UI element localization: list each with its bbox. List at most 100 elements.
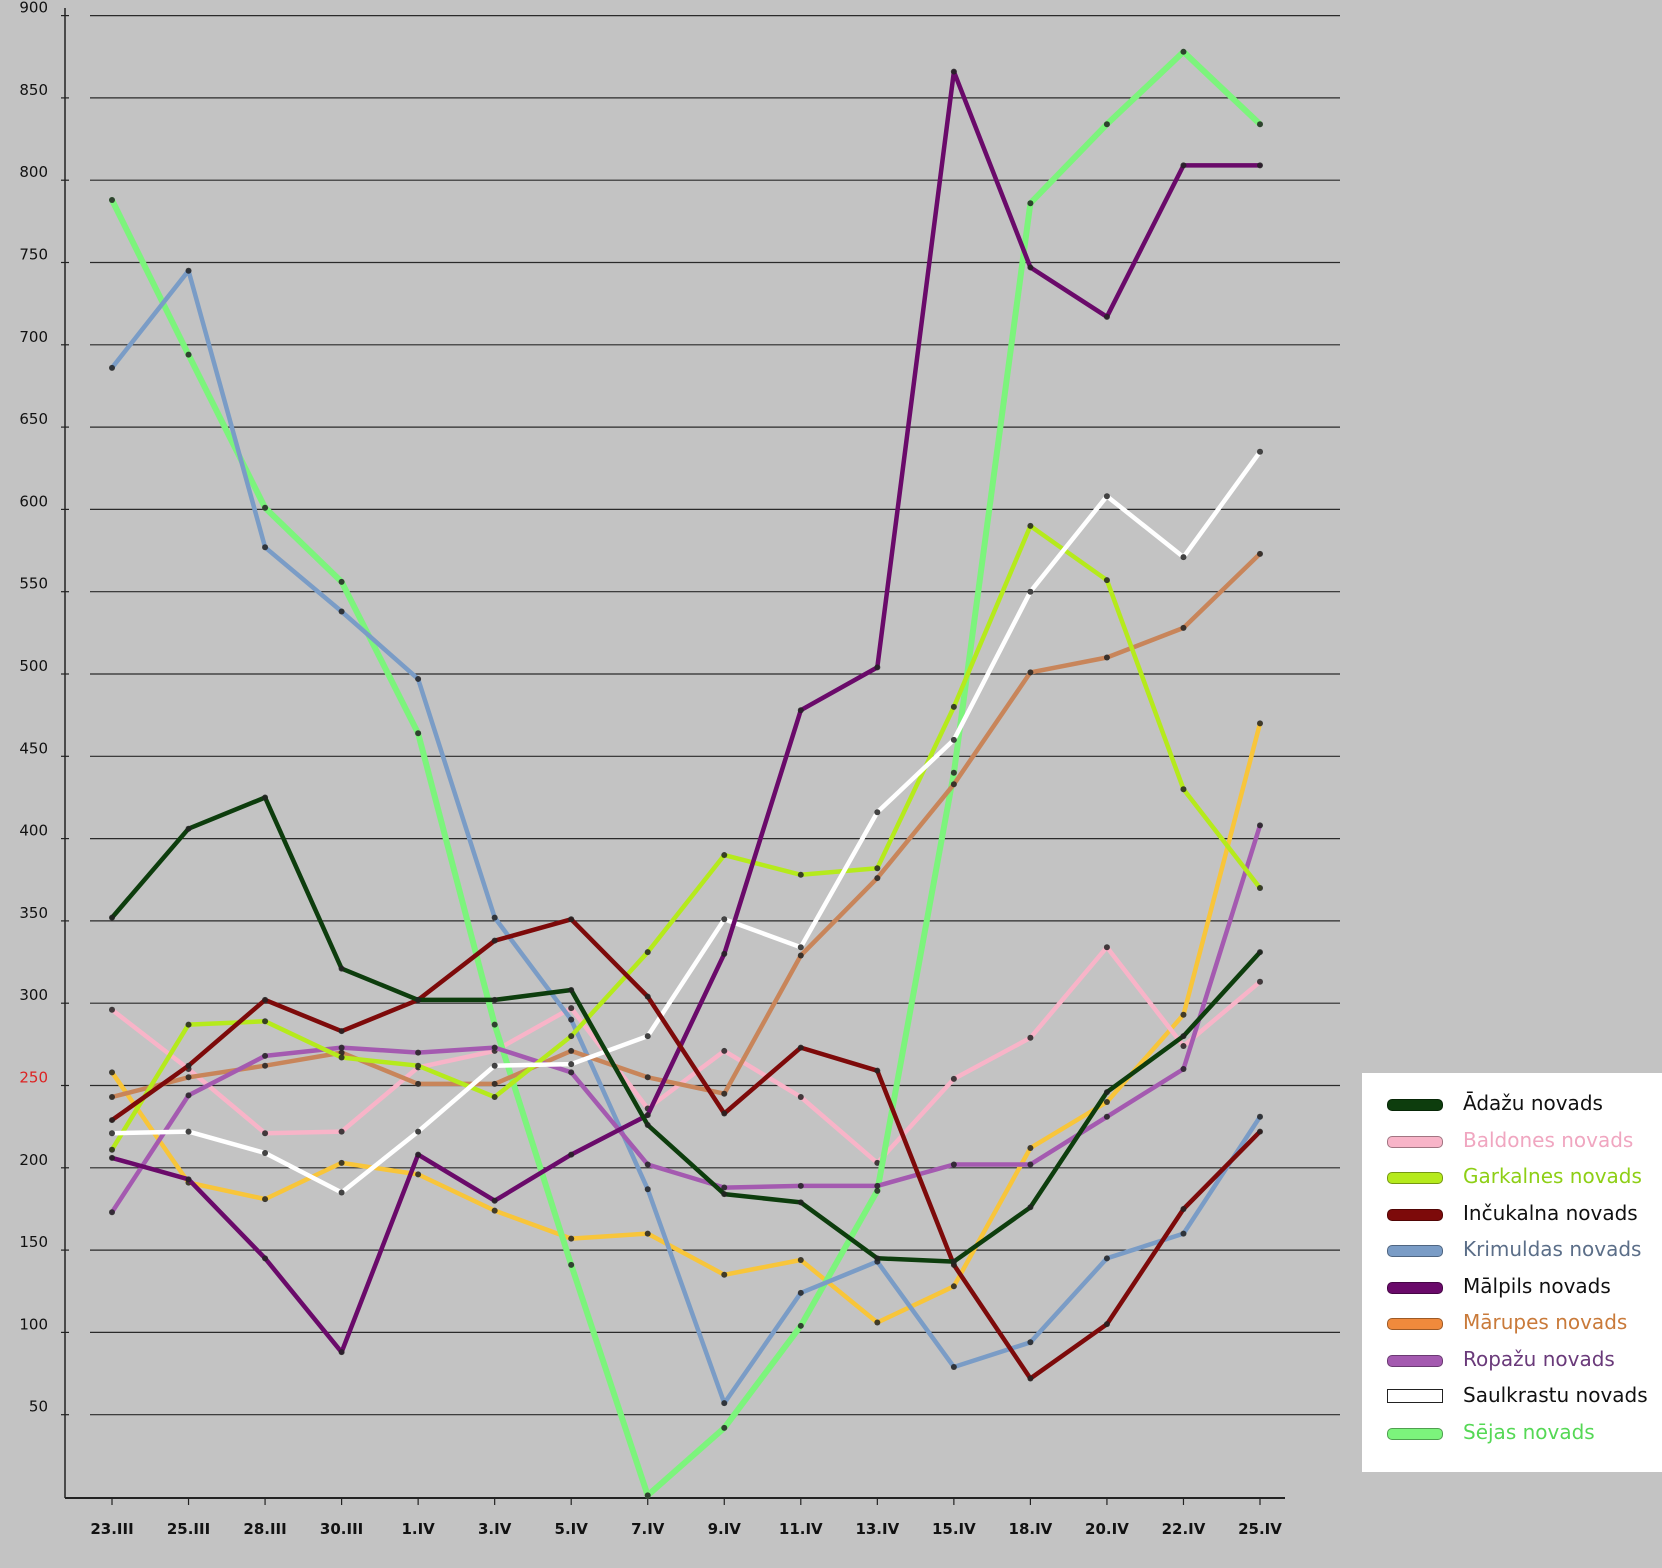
data-point: [721, 1090, 728, 1097]
data-point: [109, 196, 115, 203]
data-point: [109, 1117, 115, 1124]
x-tick-label: 15.IV: [932, 1520, 976, 1538]
data-point: [262, 1255, 269, 1262]
data-point: [262, 794, 269, 801]
data-point: [109, 1006, 115, 1013]
data-point: [644, 1122, 651, 1129]
data-point: [644, 1161, 651, 1168]
data-point: [568, 1033, 575, 1040]
data-point: [1257, 121, 1263, 128]
series-line: [109, 721, 1263, 1325]
data-point: [1027, 1145, 1034, 1152]
x-tick-label: 1.IV: [401, 1520, 435, 1538]
x-tick-label: 13.IV: [855, 1520, 899, 1538]
legend-label: Baldones novads: [1463, 1127, 1634, 1152]
data-point: [1027, 588, 1034, 595]
legend-label: Mārupes novads: [1463, 1310, 1628, 1334]
data-point: [262, 996, 269, 1003]
data-point: [491, 1094, 498, 1101]
data-point: [797, 1256, 804, 1263]
data-point: [338, 1159, 345, 1166]
series-4: [109, 267, 1263, 1407]
series-9: [109, 48, 1263, 1499]
data-point: [1180, 1230, 1187, 1237]
data-point: [1257, 162, 1263, 169]
data-point: [1103, 493, 1110, 500]
x-tick-label: 30.III: [320, 1520, 363, 1538]
legend-swatch: [1387, 1208, 1443, 1221]
data-point: [721, 1110, 728, 1117]
data-point: [1257, 1113, 1263, 1120]
legend-label: Ādažu novads: [1463, 1091, 1603, 1115]
y-tick-label: 900: [19, 0, 48, 17]
series-line: [109, 449, 1263, 1195]
data-point: [1027, 1034, 1034, 1041]
y-tick-label: 100: [19, 1315, 48, 1333]
x-tick-label: 23.III: [90, 1520, 133, 1538]
y-tick-label: 550: [19, 575, 48, 593]
data-point: [568, 1061, 575, 1068]
data-point: [950, 736, 957, 743]
data-point: [797, 707, 804, 714]
data-point: [262, 1018, 269, 1025]
data-point: [1027, 1339, 1034, 1346]
data-point: [109, 1154, 115, 1161]
legend-label: Inčukalna novads: [1463, 1200, 1638, 1225]
data-point: [109, 1130, 115, 1137]
legend-swatch: [1387, 1318, 1443, 1330]
data-point: [338, 1189, 345, 1196]
data-point: [415, 675, 422, 682]
data-point: [797, 871, 804, 878]
data-point: [797, 1199, 804, 1206]
x-tick-label: 11.IV: [779, 1520, 823, 1538]
data-point: [109, 1094, 115, 1101]
data-point: [1103, 1255, 1110, 1262]
data-point: [415, 1171, 422, 1178]
data-point: [797, 952, 804, 959]
data-point: [950, 769, 957, 776]
data-point: [415, 730, 422, 737]
y-tick-label: 800: [19, 163, 48, 181]
data-point: [721, 1271, 728, 1278]
data-point: [950, 1258, 957, 1265]
data-point: [262, 1149, 269, 1156]
y-tick-label: 200: [19, 1151, 48, 1169]
data-point: [491, 1021, 498, 1028]
data-point: [1027, 669, 1034, 676]
y-tick-label: 850: [19, 81, 48, 99]
series-0: [109, 794, 1263, 1265]
data-point: [721, 1400, 728, 1407]
data-point: [874, 1319, 881, 1326]
data-point: [644, 949, 651, 956]
data-point: [109, 1069, 115, 1076]
legend-swatch: [1387, 1354, 1443, 1367]
series-10: [109, 720, 1263, 1326]
data-point: [491, 914, 498, 921]
data-point: [644, 993, 651, 1000]
data-point: [568, 916, 575, 923]
y-tick-label: 500: [19, 657, 48, 675]
data-point: [644, 1033, 651, 1040]
data-point: [874, 875, 881, 882]
y-tick-label: 350: [19, 904, 48, 922]
data-point: [950, 1075, 957, 1082]
data-point: [874, 1067, 881, 1074]
data-point: [1103, 121, 1110, 128]
data-point: [491, 1044, 498, 1051]
data-point: [185, 351, 192, 358]
data-point: [415, 1128, 422, 1135]
data-point: [568, 1069, 575, 1076]
data-point: [721, 1191, 728, 1198]
data-point: [338, 965, 345, 972]
series-line: [109, 944, 1263, 1166]
x-tick-label: 18.IV: [1009, 1520, 1053, 1538]
data-point: [185, 825, 192, 832]
series-8: [109, 448, 1263, 1196]
x-tick-label: 7.IV: [631, 1520, 665, 1538]
legend: Ādažu novads Baldones novads Garkalnes nov…: [1362, 1073, 1662, 1472]
data-point: [338, 1049, 345, 1056]
data-point: [797, 1322, 804, 1329]
data-point: [1027, 200, 1034, 207]
data-point: [721, 950, 728, 957]
data-point: [1180, 786, 1187, 793]
